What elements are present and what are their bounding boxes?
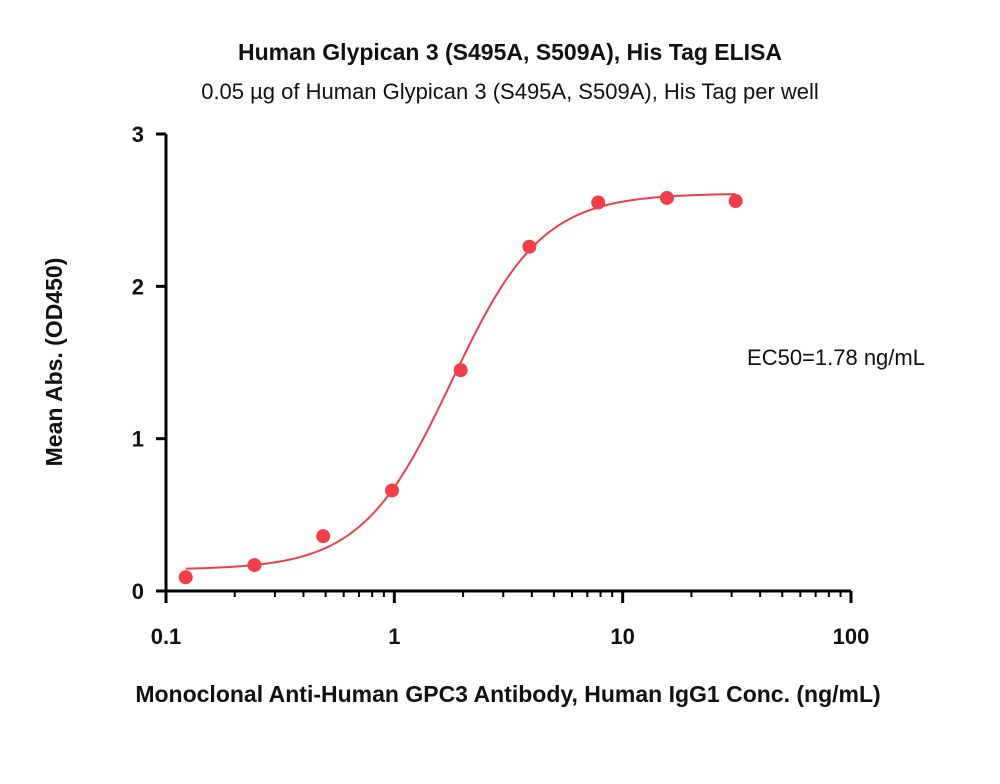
- x-tick-label: 10: [610, 624, 634, 649]
- data-point: [659, 190, 674, 205]
- x-tick-label: 100: [833, 624, 870, 649]
- x-axis-label: Monoclonal Anti-Human GPC3 Antibody, Hum…: [135, 681, 880, 707]
- x-tick-label: 1: [388, 624, 400, 649]
- y-axis-label: Mean Abs. (OD450): [41, 258, 67, 467]
- data-point: [178, 570, 193, 585]
- chart-title: Human Glypican 3 (S495A, S509A), His Tag…: [238, 39, 782, 65]
- y-tick-label: 2: [132, 274, 144, 299]
- data-point: [316, 529, 331, 544]
- data-point: [591, 195, 606, 210]
- chart-subtitle: 0.05 µg of Human Glypican 3 (S495A, S509…: [201, 79, 819, 104]
- data-points: [178, 190, 743, 585]
- data-point: [247, 558, 262, 573]
- y-tick-label: 1: [132, 427, 144, 452]
- x-tick-label: 0.1: [151, 624, 182, 649]
- y-tick-label: 0: [132, 579, 144, 604]
- data-point: [522, 239, 537, 254]
- ec50-annotation: EC50=1.78 ng/mL: [747, 345, 925, 370]
- data-point: [728, 194, 743, 209]
- y-tick-label: 3: [132, 122, 144, 147]
- data-point: [453, 363, 468, 378]
- axis-ticks: 0 1 2 3 0.1 1 10 100: [132, 122, 870, 649]
- data-point: [385, 483, 400, 498]
- fit-curve: [185, 193, 736, 570]
